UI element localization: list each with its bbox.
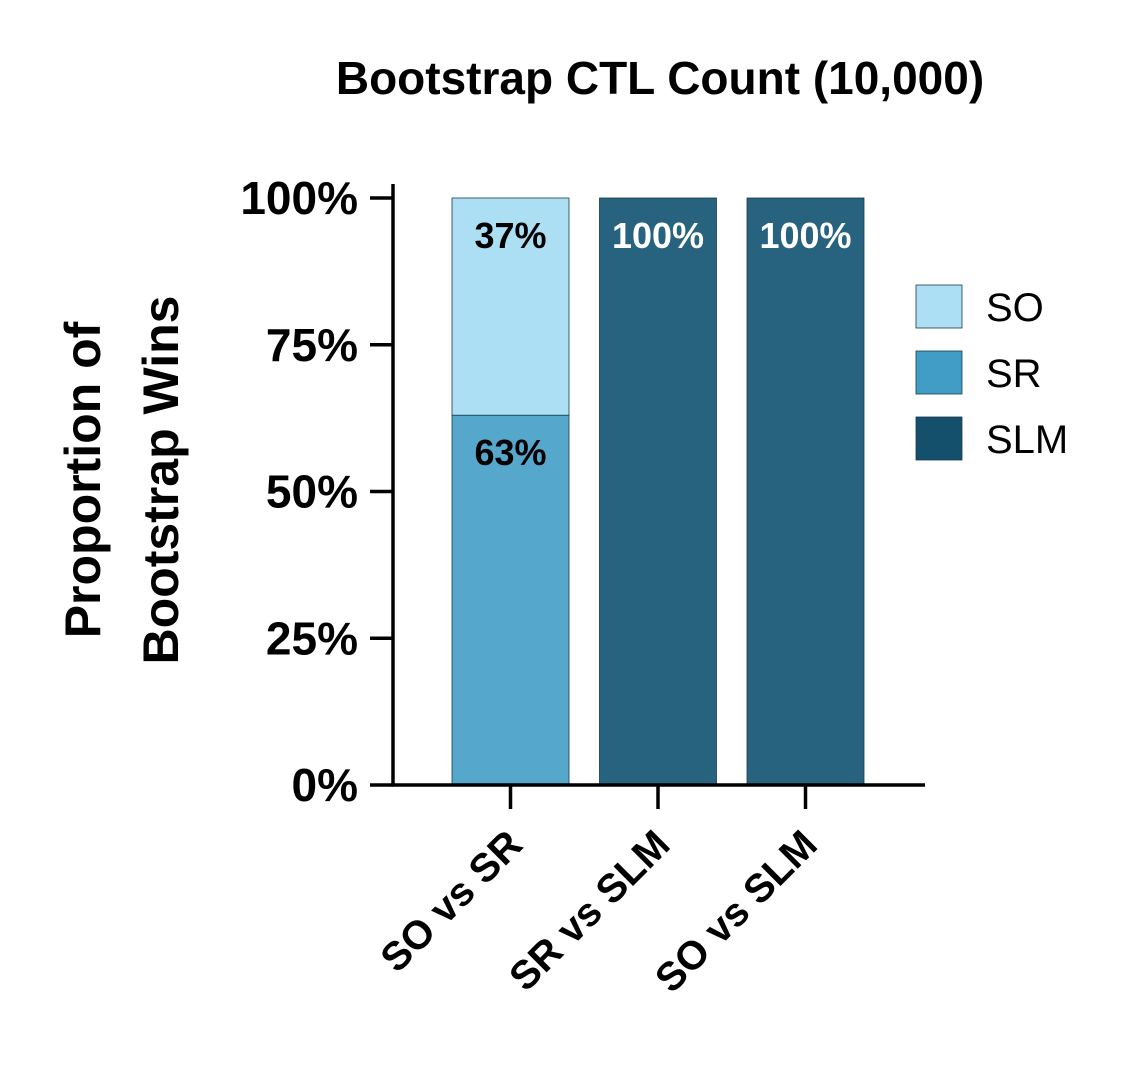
y-axis-title-line-1: Proportion of [55, 321, 111, 638]
legend: SO SR SLM [915, 284, 1068, 462]
legend-swatch-sr [915, 350, 963, 395]
x-tick-label-1: SO vs SR [372, 822, 531, 981]
legend-label-sr: SR [986, 352, 1042, 396]
data-label-slm-2: 100% [612, 215, 704, 256]
data-label-so-1: 37% [474, 215, 546, 256]
bar-slm-2 [599, 197, 717, 786]
chart-title: Bootstrap CTL Count (10,000) [336, 52, 984, 104]
data-label-slm-3: 100% [759, 215, 851, 256]
y-axis-title: Proportion of Bootstrap Wins [55, 296, 189, 665]
y-tick-label-75: 75% [266, 319, 358, 371]
y-tick-label-50: 50% [266, 466, 358, 518]
bar-so-1 [451, 197, 570, 416]
y-tick-label-25: 25% [266, 612, 358, 664]
y-tick-label-100: 100% [240, 172, 358, 224]
data-label-sr-1: 63% [474, 432, 546, 473]
legend-label-slm: SLM [986, 418, 1068, 462]
bar-slm-3 [746, 197, 865, 786]
y-axis-title-line-2: Bootstrap Wins [133, 296, 189, 665]
legend-label-so: SO [986, 286, 1044, 330]
bars: 63% 37% 100% 100% [451, 197, 865, 786]
legend-swatch-slm [915, 416, 963, 461]
bar-sr-1 [451, 414, 570, 786]
legend-swatch-so [915, 284, 963, 329]
y-tick-label-0: 0% [292, 759, 358, 811]
